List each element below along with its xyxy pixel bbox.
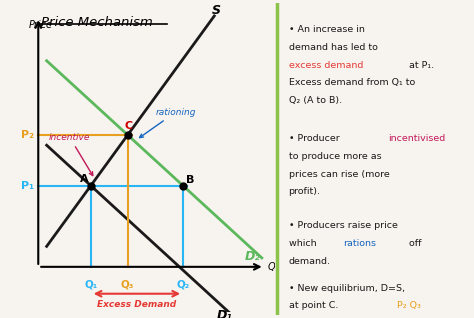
Text: Excess demand from Q₁ to: Excess demand from Q₁ to [289, 78, 415, 87]
Text: • Producers raise price: • Producers raise price [289, 221, 397, 230]
Text: Q₁: Q₁ [84, 280, 98, 290]
Text: Price Mechanism: Price Mechanism [41, 16, 153, 29]
Text: B: B [186, 175, 195, 185]
Text: D₁: D₁ [217, 309, 233, 318]
Text: D₂: D₂ [245, 250, 261, 263]
Text: Qty: Qty [267, 262, 284, 272]
Text: • New equilibrium, D=S,: • New equilibrium, D=S, [289, 284, 404, 293]
Text: incentive: incentive [49, 133, 93, 176]
Text: Price: Price [28, 20, 53, 30]
Text: demand.: demand. [289, 257, 330, 266]
Text: • Producer: • Producer [289, 134, 342, 143]
Text: S: S [211, 4, 220, 17]
Text: C: C [125, 121, 133, 131]
Text: at point C.: at point C. [289, 301, 341, 310]
Text: A: A [80, 174, 88, 184]
Text: prices can rise (more: prices can rise (more [289, 169, 389, 179]
Text: • An increase in: • An increase in [289, 25, 365, 34]
Text: rations: rations [343, 239, 376, 248]
Text: at P₁.: at P₁. [406, 60, 435, 70]
Text: Q₃: Q₃ [121, 280, 134, 290]
Text: rationing: rationing [140, 107, 196, 138]
Text: excess demand: excess demand [289, 60, 363, 70]
Text: Q₂: Q₂ [176, 280, 190, 290]
Text: off: off [406, 239, 422, 248]
Text: incentivised: incentivised [388, 134, 446, 143]
Text: Q₂ (A to B).: Q₂ (A to B). [289, 96, 342, 105]
Text: demand has led to: demand has led to [289, 43, 377, 52]
Text: P₂: P₂ [21, 130, 34, 140]
Text: profit).: profit). [289, 187, 320, 196]
Text: P₂ Q₃: P₂ Q₃ [397, 301, 421, 310]
Text: which: which [289, 239, 319, 248]
Text: Excess Demand: Excess Demand [97, 300, 176, 309]
Text: P₁: P₁ [21, 181, 34, 191]
Text: to produce more as: to produce more as [289, 152, 381, 161]
